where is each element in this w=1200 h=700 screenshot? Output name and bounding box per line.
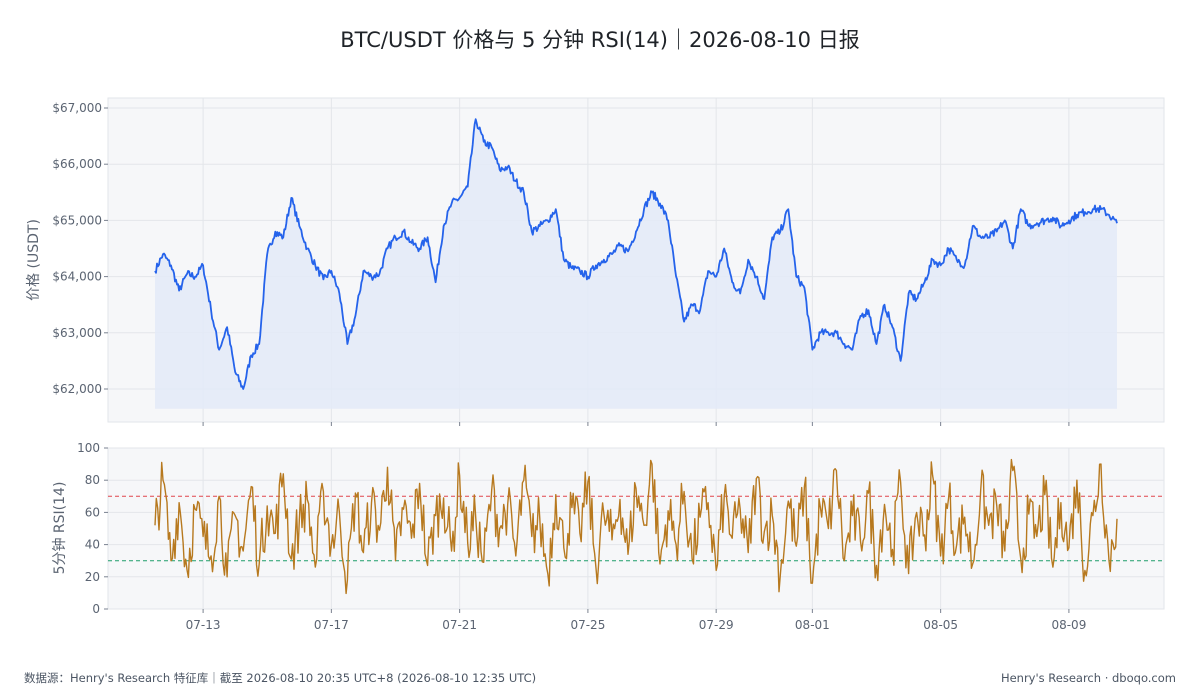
price-y-tick-label: $62,000 (52, 382, 102, 396)
x-tick-label: 07-21 (442, 618, 477, 632)
price-y-tick-label: $64,000 (52, 270, 102, 284)
rsi-y-tick-label: 40 (85, 538, 100, 552)
x-tick-label: 08-05 (923, 618, 958, 632)
x-tick-label: 07-29 (699, 618, 734, 632)
price-y-axis: $62,000 $63,000 $64,000 $65,000 $66,000 $67,0… (52, 101, 108, 396)
rsi-y-tick-label: 20 (85, 570, 100, 584)
price-y-tick-label: $65,000 (52, 213, 102, 227)
rsi-y-axis: 0 20 40 60 80 100 (77, 441, 108, 616)
x-tick-label: 08-09 (1051, 618, 1086, 632)
rsi-x-axis: 07-13 07-17 07-21 07-25 07-29 08-01 08-05 08-09 (186, 609, 1086, 632)
price-panel: $62,000 $63,000 $64,000 $65,000 $66,000 $67,0… (26, 97, 1165, 426)
rsi-y-tick-label: 100 (77, 441, 100, 455)
price-y-tick-label: $63,000 (52, 326, 102, 340)
x-tick-label: 07-25 (570, 618, 605, 632)
footer-brand: Henry's Research · dboqo.com (1001, 671, 1176, 685)
rsi-y-tick-label: 0 (92, 602, 100, 616)
rsi-y-axis-title: 5分钟 RSI(14) (51, 482, 68, 575)
price-area-fill (155, 119, 1117, 409)
chart-title: BTC/USDT 价格与 5 分钟 RSI(14)｜2026-08-10 日报 (340, 28, 859, 52)
rsi-y-tick-label: 60 (85, 505, 100, 519)
price-series-line (154, 118, 1118, 390)
rsi-panel: 0 20 40 60 80 100 07-13 07-17 07-21 07-25 07-29 08… (51, 441, 1165, 632)
rsi-y-tick-label: 80 (85, 473, 100, 487)
price-y-axis-title: 价格 (USDT) (26, 219, 42, 301)
price-x-tick-marks (202, 422, 1070, 426)
x-tick-label: 07-17 (314, 618, 349, 632)
price-y-tick-label: $67,000 (52, 101, 102, 115)
footer-source: 数据源：Henry's Research 特征库｜截至 2026-08-10 2… (24, 671, 536, 685)
price-y-tick-label: $66,000 (52, 157, 102, 171)
x-tick-label: 08-01 (795, 618, 830, 632)
rsi-series-line (154, 458, 1118, 595)
x-tick-label: 07-13 (186, 618, 221, 632)
